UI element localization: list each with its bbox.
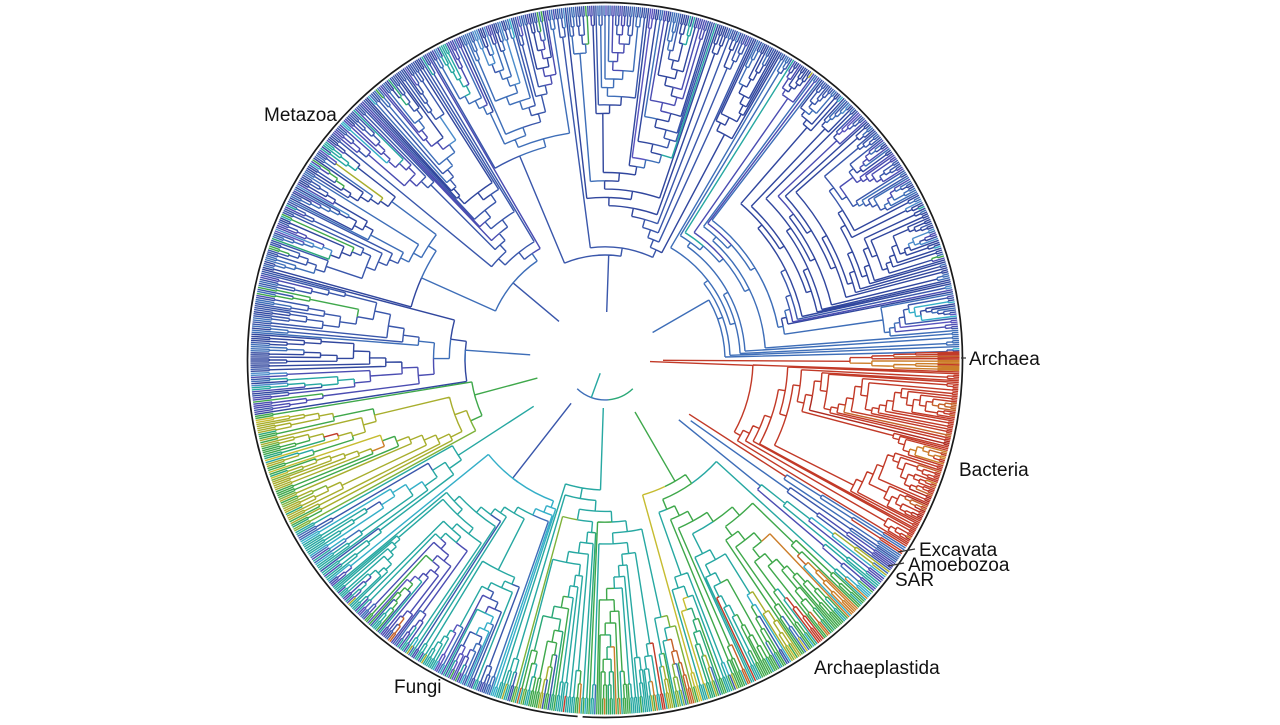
svg-text:Archaea: Archaea: [969, 349, 1040, 370]
svg-text:Fungi: Fungi: [394, 677, 442, 698]
svg-text:Excavata: Excavata: [919, 540, 998, 561]
svg-text:Amoebozoa: Amoebozoa: [908, 555, 1010, 576]
svg-text:SAR: SAR: [895, 570, 934, 591]
svg-text:Metazoa: Metazoa: [264, 105, 337, 126]
svg-text:Archaeplastida: Archaeplastida: [814, 658, 940, 679]
svg-text:Bacteria: Bacteria: [959, 460, 1029, 481]
